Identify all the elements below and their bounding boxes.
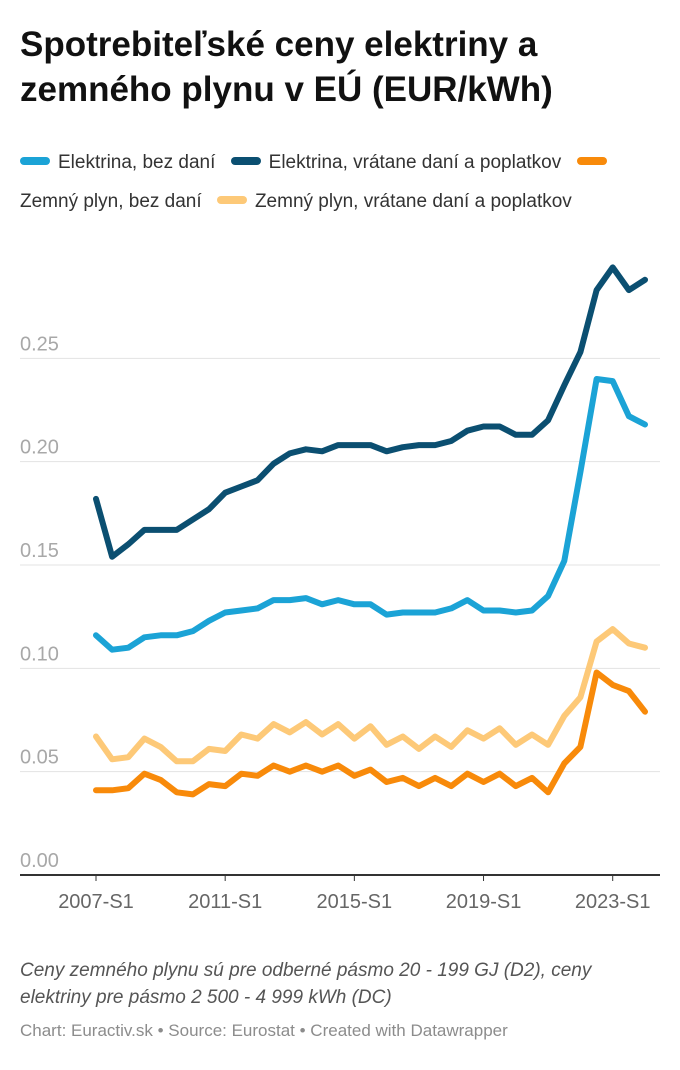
y-axis-ticks: 0.00 0.05 0.10 0.15 0.20 0.25 (20, 333, 59, 872)
series-lines (93, 264, 648, 798)
chart-footer: Chart: Euractiv.sk • Source: Eurostat • … (20, 1021, 508, 1040)
series-line-2 (93, 669, 648, 798)
series-line-3 (93, 626, 648, 765)
y-tick-label: 0.10 (20, 643, 59, 665)
y-tick-label: 0.25 (20, 333, 59, 355)
series-line-1 (93, 264, 648, 560)
chart-note: Ceny zemného plynu sú pre odberné pásmo … (20, 960, 592, 1008)
gridlines (20, 357, 660, 773)
x-tick-label: 2019-S1 (446, 891, 522, 913)
x-axis-ticks: 2007-S1 2011-S1 2015-S1 2019-S1 2023-S1 (58, 875, 651, 913)
legend-swatch-icon (576, 156, 607, 165)
legend-item-electricity-net: Elektrina, bez daní (20, 152, 215, 173)
x-tick-label: 2015-S1 (317, 891, 393, 913)
legend-label: Elektrina, vrátane daní a poplatkov (268, 152, 562, 173)
legend-item-gas-gross: Zemný plyn, vrátane daní a poplatkov (216, 191, 572, 212)
chart-title: Spotrebiteľské ceny elektriny a zemného … (20, 25, 553, 109)
legend-label: Zemný plyn, vrátane daní a poplatkov (254, 191, 572, 212)
legend-swatch-icon (230, 156, 261, 165)
legend: Elektrina, bez daní Elektrina, vrátane d… (20, 143, 660, 221)
legend-label: Elektrina, bez daní (58, 152, 216, 173)
y-tick-label: 0.05 (20, 747, 59, 769)
y-tick-label: 0.00 (20, 850, 59, 872)
y-tick-label: 0.15 (20, 540, 59, 562)
legend-item-electricity-gross: Elektrina, vrátane daní a poplatkov (230, 152, 562, 173)
y-tick-label: 0.20 (20, 437, 59, 459)
legend-swatch-icon (20, 156, 50, 165)
legend-item-gas-net: Zemný plyn, bez daní (20, 152, 615, 212)
series-line-0 (93, 376, 648, 653)
x-tick-label: 2023-S1 (575, 891, 651, 913)
line-chart: 0.000.050.100.150.200.25 2007-S1 2011-S1 2… (20, 264, 660, 913)
legend-swatch-icon (216, 195, 247, 204)
x-tick-label: 2011-S1 (188, 891, 262, 913)
legend-label: Zemný plyn, bez daní (20, 191, 202, 212)
x-tick-label: 2007-S1 (58, 891, 134, 913)
